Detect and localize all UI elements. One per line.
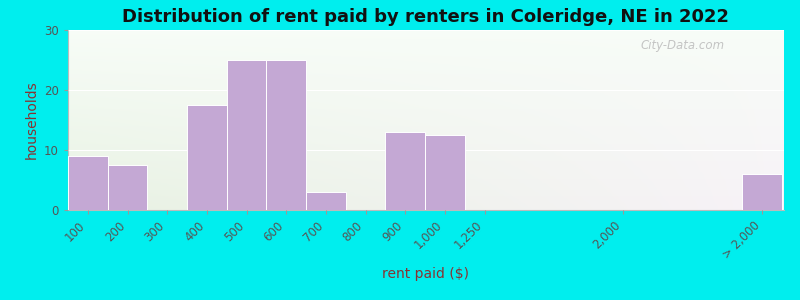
X-axis label: rent paid ($): rent paid ($) [382, 267, 470, 281]
Bar [386, 132, 425, 210]
Bar [425, 135, 465, 210]
Text: City-Data.com: City-Data.com [641, 39, 725, 52]
Bar [266, 60, 306, 210]
Bar [742, 174, 782, 210]
Y-axis label: households: households [25, 81, 38, 159]
Bar [108, 165, 147, 210]
Title: Distribution of rent paid by renters in Coleridge, NE in 2022: Distribution of rent paid by renters in … [122, 8, 730, 26]
Bar [68, 156, 108, 210]
Bar [187, 105, 226, 210]
Bar [226, 60, 266, 210]
Bar [306, 192, 346, 210]
